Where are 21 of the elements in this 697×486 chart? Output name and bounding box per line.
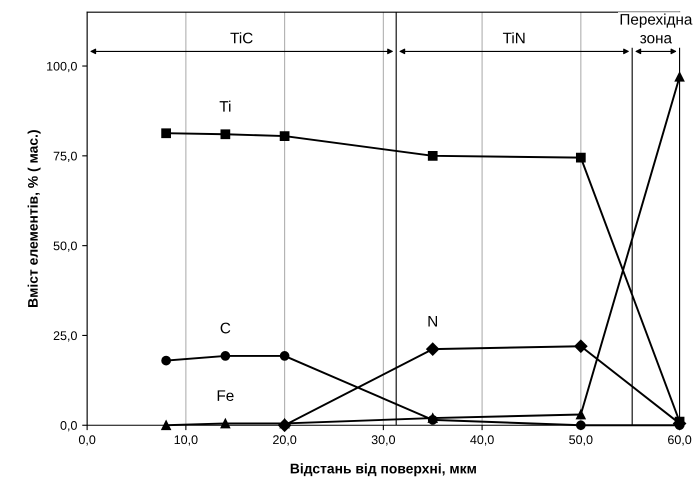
annotation: Перехідна зона [620, 14, 692, 44]
x-tick-label: 20,0 [273, 435, 296, 446]
annotation: TiN [502, 32, 525, 44]
series-label: N [428, 316, 437, 326]
y-tick-label: 0,0 [60, 421, 77, 432]
annotation: TiC [230, 32, 253, 44]
series-label: C [220, 322, 230, 334]
y-tick-label: 25,0 [54, 331, 77, 342]
x-tick-label: 60,0 [668, 435, 692, 446]
x-tick-label: 0,0 [78, 435, 96, 446]
series-label: Fe [218, 390, 234, 401]
y-tick-label: 50,0 [54, 241, 77, 252]
x-tick-label: 50,0 [569, 435, 593, 446]
y-axis-title: Вміст елементів, % ( мас.) [28, 130, 41, 307]
y-tick-label: 75,0 [54, 152, 77, 162]
x-axis-title: Відстань від поверхні, мкм [290, 463, 476, 476]
x-tick-label: 30,0 [372, 435, 396, 446]
x-tick-label: 40,0 [470, 435, 494, 446]
y-tick-label: 100,0 [47, 62, 77, 72]
series-label: Ti [220, 100, 230, 112]
x-tick-label: 10,0 [174, 435, 198, 446]
